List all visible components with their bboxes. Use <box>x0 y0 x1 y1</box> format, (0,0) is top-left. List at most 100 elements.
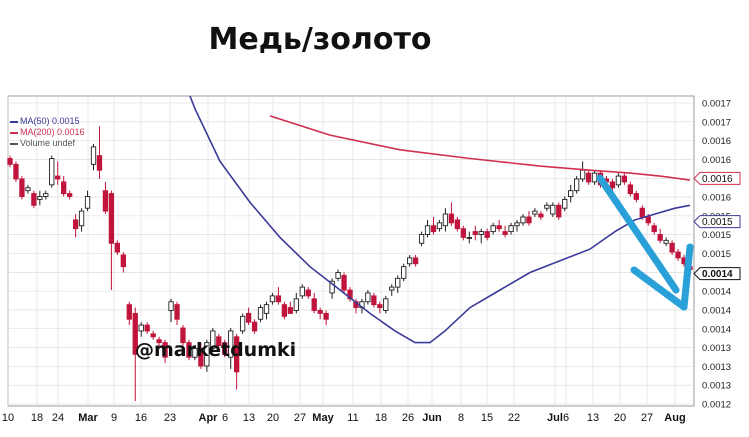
candle <box>13 161 19 182</box>
candle-body <box>317 310 323 314</box>
candle-body <box>204 342 210 367</box>
candle-body <box>389 286 395 291</box>
candle-body <box>675 251 681 259</box>
candle-body <box>669 242 675 253</box>
candle <box>609 178 616 191</box>
candle <box>150 330 156 340</box>
candle-body <box>663 239 669 244</box>
candle-body <box>406 257 413 265</box>
candle <box>556 202 562 220</box>
candle <box>257 304 264 323</box>
candle-body <box>126 304 132 320</box>
x-tick-label: 26 <box>402 412 414 424</box>
candle-body <box>496 225 502 230</box>
candle <box>621 173 628 185</box>
x-tick-label: 15 <box>481 412 493 424</box>
candle-body <box>275 295 282 303</box>
candle <box>442 208 449 232</box>
candle <box>424 219 431 238</box>
candle-body <box>37 196 43 200</box>
legend-label: MA(200) 0.0016 <box>20 127 85 137</box>
candle <box>562 196 568 212</box>
candle <box>275 287 282 305</box>
candle-body <box>401 266 407 279</box>
price-tag-box <box>693 171 741 185</box>
ma50-line <box>189 96 691 344</box>
candle <box>66 190 73 200</box>
x-tick-label: Aug <box>664 412 685 424</box>
candle-body <box>138 324 144 332</box>
candle-body <box>180 327 186 344</box>
candle <box>436 219 443 232</box>
candle-body <box>49 158 55 186</box>
candle <box>365 290 371 305</box>
candle-body <box>550 204 556 215</box>
legend-label: Volume undef <box>20 138 76 148</box>
candle-body <box>13 163 19 180</box>
candle-body <box>538 213 544 218</box>
plot-background <box>7 95 695 407</box>
candle-body <box>460 228 466 238</box>
candle-body <box>72 219 79 230</box>
candle-body <box>490 225 496 233</box>
candle <box>568 184 574 203</box>
candle <box>37 190 43 206</box>
candle-body <box>144 324 150 332</box>
x-tick-label: 18 <box>375 412 387 424</box>
candle <box>198 342 204 369</box>
candle <box>329 278 335 299</box>
trend-arrow-wing-left <box>630 266 688 311</box>
candle <box>508 222 514 235</box>
candle-body <box>186 342 192 358</box>
candle-body <box>609 181 616 189</box>
candle <box>162 339 168 364</box>
candle-body <box>198 348 204 367</box>
candle <box>43 190 49 200</box>
candle <box>514 219 520 232</box>
trend-arrow <box>596 174 694 311</box>
candle <box>55 161 61 185</box>
trend-arrow-wing-right <box>680 243 694 311</box>
x-tick-label: 20 <box>267 412 279 424</box>
candle-body <box>108 193 115 244</box>
candle <box>627 181 634 197</box>
candle <box>156 336 162 349</box>
candle-body <box>621 175 628 183</box>
candle <box>305 287 311 299</box>
candle <box>544 202 550 212</box>
candle <box>615 173 622 188</box>
candle <box>532 208 538 217</box>
legend-swatch <box>10 142 18 145</box>
candle <box>251 319 258 334</box>
candle-body <box>615 175 622 186</box>
candle-body <box>234 336 240 373</box>
candle <box>395 275 401 293</box>
y-tick-label: 0.0016 <box>702 136 731 147</box>
candle-body <box>639 207 645 218</box>
y-tick-label: 0.0013 <box>702 343 731 354</box>
candle <box>406 254 413 267</box>
price-tag: 0.0014 <box>693 267 741 280</box>
candle-body <box>341 274 347 291</box>
candle-body <box>412 257 419 265</box>
candle <box>138 322 144 337</box>
candle-body <box>436 222 443 230</box>
candle-body <box>627 184 634 195</box>
candle-body <box>120 254 126 268</box>
candle-body <box>532 210 538 215</box>
x-tick-label: 9 <box>111 412 117 424</box>
candle-body <box>311 298 317 311</box>
candle-body <box>305 289 311 297</box>
candle-body <box>251 321 258 332</box>
candle <box>234 333 240 390</box>
candle <box>222 339 228 358</box>
candle <box>412 254 419 267</box>
x-tick-label: May <box>312 412 334 424</box>
candle <box>633 190 639 203</box>
candle-body <box>287 307 294 314</box>
candle <box>61 176 67 197</box>
candle <box>550 202 556 217</box>
y-tick-label: 0.0016 <box>702 193 731 204</box>
candle <box>126 301 132 326</box>
candle <box>245 307 252 326</box>
